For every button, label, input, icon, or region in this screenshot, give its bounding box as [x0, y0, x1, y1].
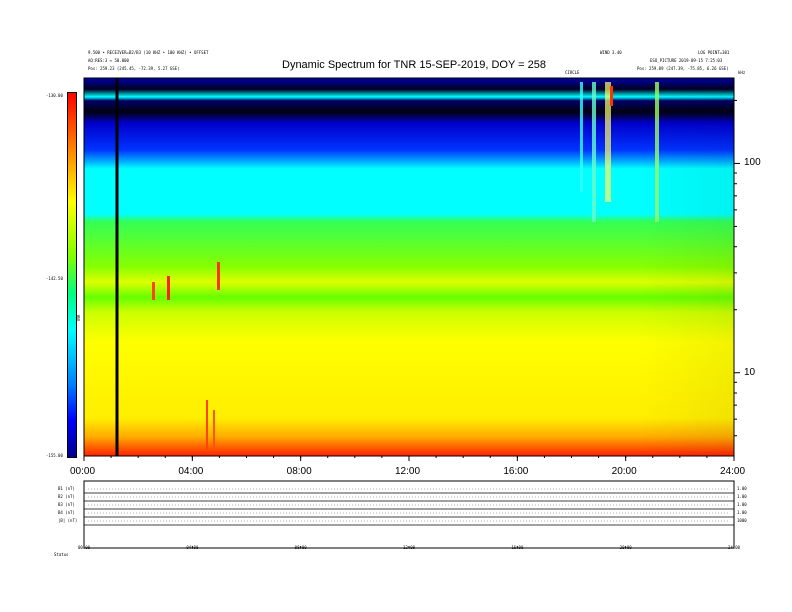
spectrogram-image — [84, 78, 734, 456]
bottom-row-label: B3 (nT) — [58, 502, 75, 507]
x-tick-label: 12:00 — [395, 466, 421, 477]
header-right-logpoint: LOG POINT=301 — [698, 50, 730, 55]
bottom-row-right-label: 1.00 — [737, 510, 747, 515]
header-marker-label: CIRCLE — [565, 70, 580, 75]
bottom-x-tick-label: 20:00 — [619, 545, 632, 550]
bottom-x-tick-label: 12:00 — [403, 545, 416, 550]
colorbar-mid-label: -142.50 — [46, 276, 63, 281]
bottom-row-right-label: 1000 — [737, 518, 747, 523]
colorbar — [67, 92, 77, 458]
y-tick-label: 10 — [744, 366, 756, 378]
y-tick-label: 100 — [744, 157, 761, 169]
bottom-row-label: B4 (nT) — [58, 510, 75, 515]
x-tick-label: 16:00 — [503, 466, 529, 477]
bottom-panel-x-ticks — [83, 546, 735, 548]
header-aq-res: AQ:RES:3 ≈ 50.000 — [88, 58, 129, 63]
bottom-x-tick-label: 16:00 — [511, 545, 524, 550]
colorbar-top-label: -130.00 — [46, 93, 63, 98]
bottom-row-right-label: 1.00 — [737, 486, 747, 491]
bottom-row-right-label: 1.00 — [737, 502, 747, 507]
x-tick-label: 04:00 — [178, 466, 204, 477]
x-tick-label: 00:00 — [70, 466, 96, 477]
bottom-footer-label: Status — [54, 552, 69, 557]
header-right-version: WIND 3.40 — [600, 50, 622, 55]
x-axis-ticks — [83, 456, 735, 461]
bottom-x-tick-label: 04:00 — [186, 545, 199, 550]
header-left-position: Pos: 259.23 (245.45, -72.39, 5.27 GSE) — [88, 66, 180, 71]
header-right-date: ESO_PICTURE 2019-09-15 7:25:03 — [650, 58, 723, 63]
bottom-row-label: B2 (nT) — [58, 494, 75, 499]
x-tick-label: 20:00 — [611, 466, 637, 477]
x-tick-label: 08:00 — [286, 466, 312, 477]
bottom-panel-traces — [84, 488, 734, 526]
x-tick-label: 24:00 — [720, 466, 746, 477]
header-right-position: Pos: 259.09 (247.39, -75.85, 6.26 GSE) — [637, 66, 729, 71]
y-axis-ticks — [734, 99, 740, 437]
bottom-row-label: |B| (nT) — [58, 518, 78, 523]
bottom-x-tick-label: 24:00 — [728, 545, 741, 550]
bottom-row-right-label: 1.00 — [737, 494, 747, 499]
bottom-x-tick-label: 00:00 — [78, 545, 91, 550]
bottom-panel-frame — [83, 480, 735, 549]
header-right-corner: kHz — [738, 70, 746, 75]
colorbar-bottom-label: -155.00 — [46, 453, 63, 458]
bottom-row-label: B1 (nT) — [58, 486, 75, 491]
header-receiver-info: 9.500 • RECEIVER=B2/B3 (10 KHZ • 100 KHZ… — [88, 50, 209, 55]
chart-title: Dynamic Spectrum for TNR 15-SEP-2019, DO… — [282, 59, 547, 71]
bottom-x-tick-label: 08:00 — [294, 545, 307, 550]
